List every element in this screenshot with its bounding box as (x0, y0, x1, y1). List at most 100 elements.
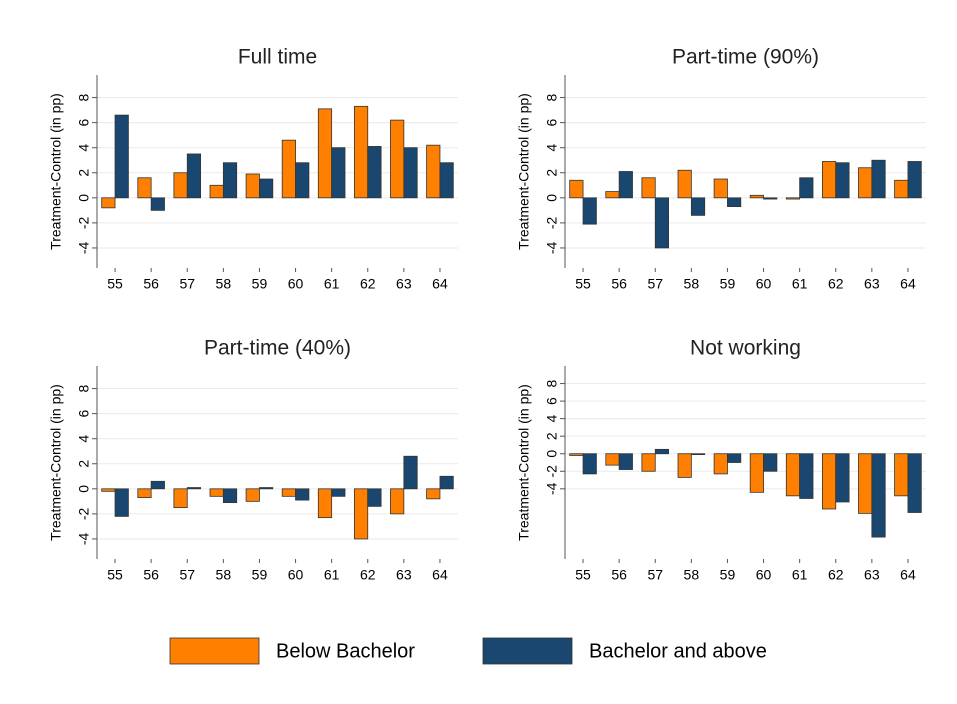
bar (605, 191, 620, 199)
bar (871, 453, 886, 538)
x-tick-label: 64 (432, 567, 448, 583)
x-tick-label: 62 (360, 276, 376, 292)
x-tick-label: 57 (647, 276, 663, 292)
x-tick-label: 55 (107, 276, 123, 292)
x-tick-label: 58 (684, 276, 700, 292)
y-tick-label: -4 (544, 482, 560, 495)
bar (259, 487, 274, 490)
bar (641, 453, 656, 472)
legend-label: Bachelor and above (589, 640, 767, 662)
y-tick-label: -2 (76, 507, 92, 520)
bar (403, 147, 418, 199)
bar (439, 162, 454, 199)
y-tick-label: 2 (76, 460, 92, 468)
y-tick-label: 8 (544, 93, 560, 101)
bar (677, 169, 692, 199)
y-axis-label: Treatment-Control (in pp) (48, 384, 64, 541)
bar (907, 161, 922, 199)
x-tick-label: 59 (720, 276, 736, 292)
x-tick-label: 61 (792, 567, 808, 583)
bar (259, 178, 274, 199)
x-tick-label: 57 (179, 567, 195, 583)
bar (101, 197, 116, 209)
bar (835, 453, 850, 503)
bar (281, 139, 296, 199)
x-tick-label: 64 (432, 276, 448, 292)
bar (317, 108, 333, 199)
legend-swatch (482, 637, 573, 665)
x-tick-label: 62 (360, 567, 376, 583)
bar (317, 488, 333, 519)
chart-title: Part-time (90%) (672, 46, 819, 69)
x-tick-label: 63 (396, 276, 412, 292)
x-tick-label: 55 (575, 567, 591, 583)
x-tick-label: 56 (143, 567, 159, 583)
x-tick-label: 59 (252, 567, 268, 583)
bar (641, 177, 656, 199)
bar (569, 453, 584, 456)
x-tick-label: 58 (684, 567, 700, 583)
bar (785, 453, 801, 497)
bar (618, 453, 633, 470)
y-tick-label: 0 (544, 194, 560, 202)
bar (894, 453, 909, 497)
bar (713, 178, 728, 199)
bar (186, 153, 202, 199)
bar (582, 453, 597, 475)
bar (137, 177, 152, 199)
bar (114, 114, 129, 199)
bar (173, 172, 188, 199)
bar (353, 105, 369, 199)
bar (821, 453, 837, 510)
bar (799, 453, 814, 499)
x-tick-label: 55 (107, 567, 123, 583)
bar (209, 184, 224, 199)
bar (749, 194, 764, 199)
x-tick-label: 55 (575, 276, 591, 292)
chart-title: Full time (238, 46, 317, 69)
bar (727, 453, 742, 463)
y-tick-label: 6 (544, 397, 560, 405)
x-tick-label: 57 (179, 276, 195, 292)
bar (858, 167, 873, 199)
x-tick-label: 59 (252, 276, 268, 292)
y-tick-label: 8 (76, 384, 92, 392)
bar (426, 488, 441, 500)
bar (403, 455, 418, 490)
bar (245, 488, 260, 502)
bar (295, 488, 310, 501)
bar (871, 159, 886, 199)
x-tick-label: 61 (792, 276, 808, 292)
y-tick-label: -4 (544, 242, 560, 255)
x-tick-label: 60 (288, 567, 304, 583)
bar (763, 453, 778, 472)
x-tick-label: 64 (900, 276, 916, 292)
y-tick-label: 2 (544, 432, 560, 440)
bar (101, 488, 116, 492)
bar (222, 162, 238, 199)
x-tick-label: 56 (611, 276, 627, 292)
y-axis-label: Treatment-Control (in pp) (516, 384, 532, 541)
bar (835, 162, 850, 199)
y-tick-label: -4 (76, 242, 92, 255)
x-tick-label: 60 (756, 276, 772, 292)
y-tick-label: 4 (544, 415, 560, 423)
y-tick-label: -2 (76, 216, 92, 229)
chart-title: Part-time (40%) (204, 337, 351, 360)
bar (353, 488, 369, 540)
x-tick-label: 58 (216, 276, 232, 292)
bar (763, 197, 778, 200)
bar (799, 177, 814, 199)
bar (858, 453, 873, 514)
x-tick-label: 59 (720, 567, 736, 583)
bar (821, 161, 837, 199)
bar (749, 453, 764, 493)
legend-label: Below Bachelor (276, 640, 415, 662)
y-axis-label: Treatment-Control (in pp) (48, 93, 64, 250)
bar (390, 488, 405, 515)
bar (605, 453, 620, 466)
y-tick-label: 6 (76, 410, 92, 418)
bar (582, 197, 597, 225)
y-axis-label: Treatment-Control (in pp) (516, 93, 532, 250)
